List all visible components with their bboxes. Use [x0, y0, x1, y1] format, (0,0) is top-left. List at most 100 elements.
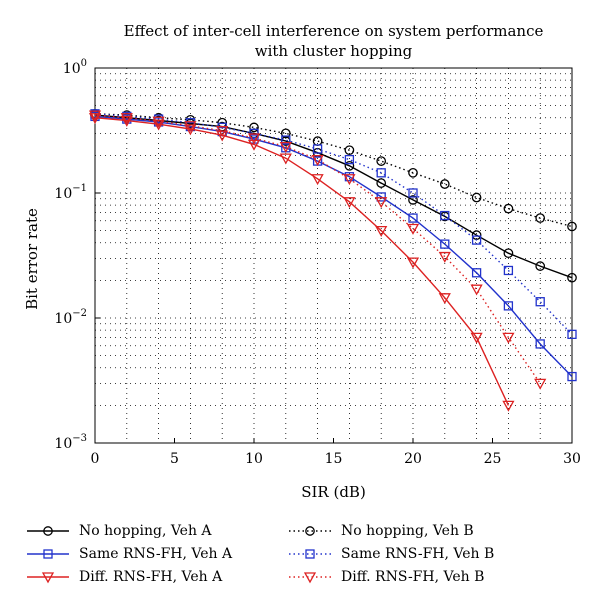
- data-point: [247, 139, 261, 151]
- legend-swatch: [27, 549, 69, 559]
- legend: No hopping, Veh A No hopping, Veh B Same R…: [25, 520, 585, 590]
- legend-label: Diff. RNS-FH, Veh B: [341, 569, 485, 585]
- legend-label: No hopping, Veh A: [79, 523, 212, 539]
- data-point: [279, 141, 292, 153]
- series-line: [94, 117, 510, 406]
- data-point: [376, 178, 387, 188]
- legend-item: Same RNS-FH, Veh B: [287, 543, 494, 565]
- data-point: [408, 167, 418, 178]
- y-tick-label: 10−3: [54, 433, 87, 452]
- x-tick-label: 25: [484, 451, 502, 467]
- x-tick-label: 10: [245, 451, 263, 467]
- data-point: [535, 213, 546, 223]
- data-point: [535, 297, 545, 307]
- data-point: [406, 223, 420, 235]
- data-point: [406, 257, 420, 269]
- legend-swatch: [289, 549, 331, 559]
- data-point: [120, 113, 133, 125]
- legend-swatch: [27, 526, 69, 536]
- legend-item: Same RNS-FH, Veh A: [25, 543, 232, 565]
- data-point: [408, 188, 418, 198]
- legend-marker: [305, 549, 315, 559]
- data-point: [471, 192, 482, 203]
- data-point: [343, 174, 356, 186]
- data-point: [152, 116, 165, 128]
- legend-item: Diff. RNS-FH, Veh B: [287, 566, 484, 588]
- legend-swatch: [289, 526, 331, 536]
- data-point: [281, 135, 291, 145]
- series-5: [88, 113, 515, 412]
- legend-swatch: [27, 572, 69, 584]
- data-point: [502, 332, 515, 344]
- series-6: [88, 110, 547, 390]
- data-point: [344, 154, 355, 165]
- series-line: [94, 114, 573, 279]
- legend-item: Diff. RNS-FH, Veh A: [25, 566, 222, 588]
- chart-title-line-1: Effect of inter-cell interference on sys…: [123, 22, 544, 40]
- data-point: [88, 113, 102, 125]
- data-point: [438, 251, 451, 263]
- legend-label: Diff. RNS-FH, Veh A: [79, 569, 223, 585]
- data-point: [534, 378, 547, 390]
- x-tick-label: 15: [325, 451, 343, 467]
- data-point: [249, 128, 259, 139]
- data-point: [567, 329, 577, 339]
- data-point: [470, 284, 483, 296]
- data-point: [279, 153, 292, 165]
- data-point: [376, 192, 386, 202]
- legend-marker: [303, 572, 317, 584]
- legend-label: Same RNS-FH, Veh B: [341, 546, 495, 562]
- legend-marker: [305, 526, 315, 536]
- legend-item: No hopping, Veh A: [25, 520, 212, 542]
- data-point: [312, 144, 323, 154]
- data-point: [249, 122, 259, 133]
- data-point: [439, 179, 450, 189]
- data-point: [375, 197, 388, 209]
- data-point: [184, 124, 197, 136]
- data-point: [503, 248, 514, 259]
- legend-label: Same RNS-FH, Veh A: [79, 546, 233, 562]
- legend-item: No hopping, Veh B: [287, 520, 474, 542]
- data-point: [470, 332, 483, 344]
- data-point: [567, 272, 577, 283]
- data-point: [502, 400, 515, 412]
- data-point: [408, 213, 418, 223]
- data-point: [344, 145, 355, 156]
- series-line: [94, 113, 573, 335]
- y-axis-label: Bit error rate: [23, 208, 41, 310]
- data-point: [438, 293, 451, 305]
- data-point: [376, 156, 387, 166]
- y-tick-label: 100: [63, 58, 87, 77]
- data-point: [376, 168, 386, 178]
- data-point: [471, 268, 482, 278]
- data-point: [503, 265, 514, 276]
- legend-label: No hopping, Veh B: [341, 523, 474, 539]
- data-point: [216, 130, 229, 142]
- x-tick-label: 30: [563, 451, 581, 467]
- data-point: [535, 339, 545, 349]
- legend-marker: [43, 549, 53, 559]
- data-point: [503, 301, 514, 311]
- data-point: [440, 239, 450, 249]
- x-tick-label: 5: [170, 451, 179, 467]
- series-line: [94, 113, 573, 228]
- legend-swatch: [289, 572, 331, 584]
- x-tick-label: 0: [91, 451, 100, 467]
- legend-marker: [43, 526, 53, 536]
- x-tick-label: 20: [404, 451, 422, 467]
- data-point: [120, 115, 133, 127]
- data-point: [88, 110, 102, 122]
- data-point: [567, 371, 577, 382]
- data-point: [535, 261, 546, 271]
- series-line: [94, 115, 573, 378]
- data-point: [375, 225, 388, 237]
- data-point: [247, 133, 261, 145]
- data-point: [311, 154, 324, 166]
- legend-marker: [41, 572, 55, 584]
- data-point: [343, 197, 356, 209]
- data-point: [408, 195, 418, 205]
- data-point: [503, 203, 514, 214]
- x-axis-label: SIR (dB): [301, 483, 366, 501]
